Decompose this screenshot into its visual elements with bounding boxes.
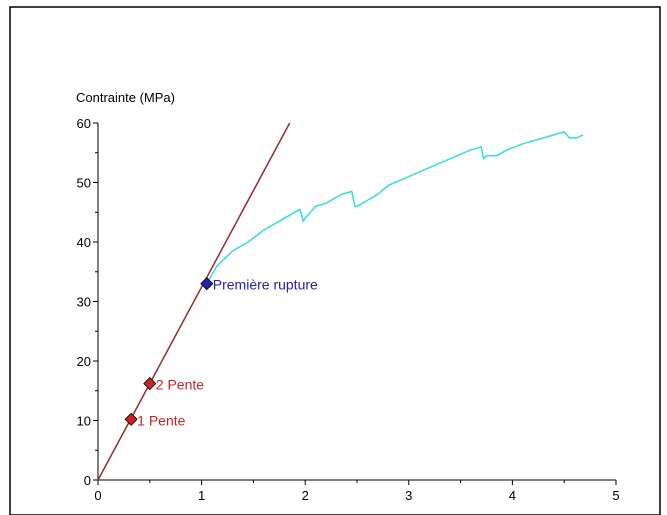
y-tick-label: 20 — [77, 354, 91, 369]
y-tick-label: 0 — [84, 473, 91, 488]
point-marker-1 — [124, 412, 138, 426]
x-tick-label: 4 — [509, 488, 516, 503]
point-label-1: 1 Pente — [137, 412, 185, 428]
point-label-2: 2 Pente — [156, 377, 204, 393]
x-tick-label: 3 — [405, 488, 412, 503]
point-marker-3 — [200, 277, 214, 291]
x-tick-label: 5 — [612, 488, 619, 503]
points-layer: 1 Pente 2 Pente Première rupture — [124, 277, 318, 428]
y-tick-label: 30 — [77, 295, 91, 310]
y-axis-title: Contrainte (MPa) — [76, 90, 175, 105]
series-line-2 — [206, 131, 584, 284]
point-label-3: Première rupture — [213, 277, 318, 293]
y-tick-label: 50 — [77, 176, 91, 191]
x-tick-label: 0 — [94, 488, 101, 503]
axes: 0 10 20 30 40 50 60 0 1 2 3 4 5 — [77, 116, 620, 503]
point-marker-2 — [143, 377, 157, 391]
x-tick-label: 1 — [198, 488, 205, 503]
chart-frame — [9, 6, 661, 515]
y-tick-label: 10 — [77, 414, 91, 429]
y-tick-label: 60 — [77, 116, 91, 131]
x-tick-label: 2 — [302, 488, 309, 503]
y-tick-label: 40 — [77, 235, 91, 250]
